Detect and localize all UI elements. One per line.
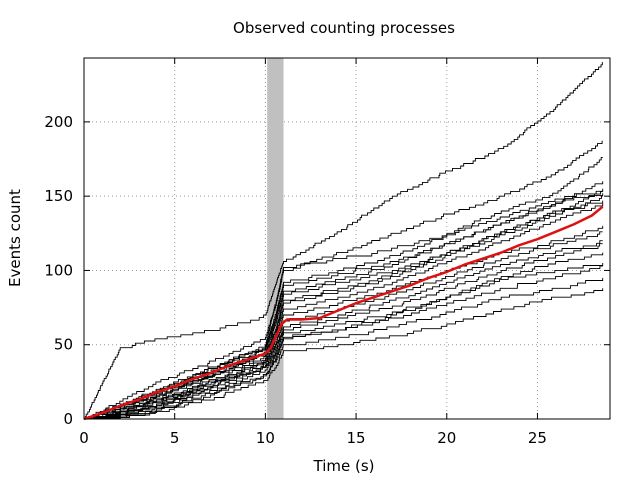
y-tick-label: 50 — [54, 336, 73, 354]
counting-process-trace — [84, 243, 603, 420]
x-tick-label: 5 — [170, 429, 180, 447]
y-tick-label: 100 — [44, 261, 73, 279]
chart-title: Observed counting processes — [233, 19, 455, 37]
counting-process-trace — [84, 200, 604, 420]
y-tick-label: 0 — [63, 410, 73, 428]
counting-process-trace — [84, 157, 603, 420]
mean-counting-curve — [83, 205, 604, 421]
x-tick-label: 0 — [79, 429, 89, 447]
x-tick-label: 25 — [528, 429, 547, 447]
x-tick-label: 20 — [437, 429, 456, 447]
counting-process-trace — [84, 193, 604, 420]
x-axis-label: Time (s) — [313, 457, 375, 475]
x-tick-label: 15 — [347, 429, 366, 447]
counting-process-trace — [84, 252, 604, 420]
counting-process-trace — [84, 140, 603, 420]
x-tick-label: 10 — [256, 429, 275, 447]
counting-process-trace — [84, 188, 604, 420]
counting-process-trace — [84, 203, 604, 420]
counting-process-trace — [84, 195, 603, 420]
counting-process-trace — [84, 231, 603, 420]
plot-frame — [83, 57, 611, 420]
counting-process-trace — [84, 277, 604, 420]
counting-process-trace — [84, 288, 604, 420]
y-tick-label: 200 — [44, 113, 73, 131]
y-axis-label: Events count — [6, 189, 24, 287]
y-tick-label: 150 — [44, 187, 73, 205]
counting-process-trace — [84, 265, 603, 420]
counting-process-trace — [84, 62, 603, 420]
counting-process-trace — [84, 240, 603, 420]
plot-area: 0 5 10 15 20 25 0 50 100 150 200 — [44, 57, 611, 447]
